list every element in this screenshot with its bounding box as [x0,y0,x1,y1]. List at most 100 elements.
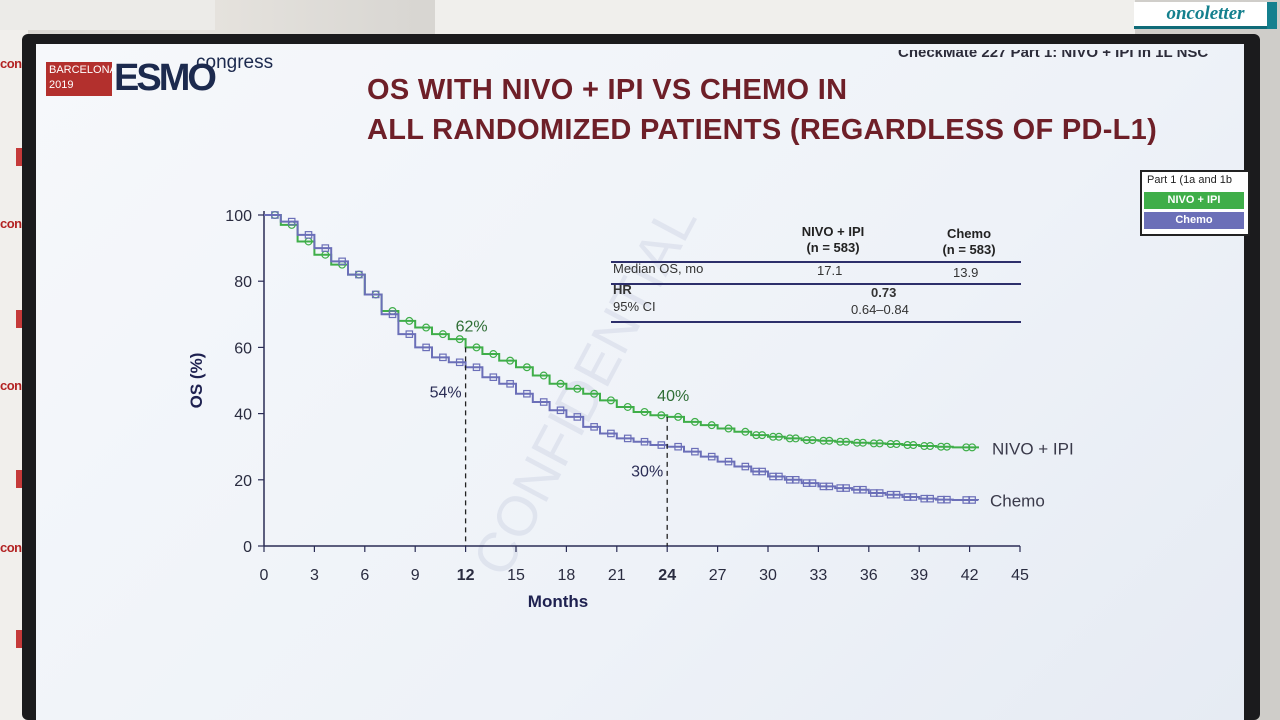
censor-marker [886,490,895,499]
censor-marker [388,310,397,319]
side-banner-mark [16,630,26,648]
stats-table: NIVO + IPI (n = 583) Chemo (n = 583) Med… [611,224,1021,328]
y-tick-label: 20 [234,473,252,490]
censor-marker [920,494,929,503]
x-tick-label: 18 [558,567,576,584]
censor-marker [539,371,548,380]
censor-marker [657,441,666,449]
censor-marker [371,290,380,299]
censor-marker [858,438,867,447]
censor-marker [472,363,481,372]
censor-marker [590,389,599,398]
censor-marker [886,440,895,449]
censor-marker [489,350,498,359]
censor-marker [802,436,811,445]
censor-marker [802,479,811,487]
oncoletter-accent [1267,2,1277,29]
censor-marker [472,343,481,352]
y-tick-label: 100 [225,208,252,225]
esmo-logo-congress: congress [196,52,274,73]
censor-marker [774,432,783,441]
x-tick-label: 45 [1011,567,1029,584]
censor-marker [707,421,716,430]
censor-marker [758,431,767,440]
censor-marker [573,413,582,421]
censor-marker [752,431,761,440]
censor-marker [590,423,598,431]
legend-item-nivo: NIVO + IPI [1144,192,1244,209]
censor-marker [640,437,649,446]
chart-series: NIVO + IPI Chemo [264,211,1074,510]
slide-title-line-2: ALL RANDOMIZED PATIENTS (REGARDLESS OF P… [367,114,1158,146]
censor-marker [785,434,794,443]
room-panel [0,0,215,30]
censor-marker [836,437,845,446]
censor-marker [870,489,878,497]
censor-marker [920,442,929,451]
censor-marker [690,417,699,426]
censor-marker [769,432,778,441]
censor-marker [556,379,565,388]
censor-marker [556,406,565,415]
legend-title: Part 1 (1a and 1b [1147,174,1233,186]
y-tick-label: 0 [243,539,252,556]
x-tick-label: 3 [310,567,319,584]
censor-marker [607,429,615,438]
censor-marker [304,231,313,239]
censor-marker [853,438,862,447]
oncoletter-text: oncoletter [1166,3,1245,24]
censor-marker [869,439,878,448]
censor-marker [819,482,828,491]
censor-marker [522,363,531,372]
stats-row-label: Median OS, mo [613,261,704,276]
stats-col-header-chemo: Chemo (n = 583) [942,226,996,257]
censor-marker [968,443,977,452]
series-end-label: Chemo [990,491,1045,510]
censor-marker [338,257,346,266]
censor-marker [842,437,851,446]
censor-marker [836,484,845,492]
side-banner-mark [16,470,26,488]
esmo-logo: BARCELONA 2019 ESMO congress [46,52,276,100]
censor-marker [439,353,447,362]
censor-marker [707,452,716,461]
censor-marker [903,441,912,450]
censor-marker [752,467,761,476]
censor-marker [724,457,733,466]
censor-marker [909,441,918,450]
x-tick-label: 36 [860,567,878,584]
censor-marker [741,462,750,471]
stats-ci-value: 0.64–0.84 [851,302,909,317]
x-tick-label: 24 [658,567,676,584]
x-tick-label: 15 [507,567,525,584]
censor-marker [875,439,884,448]
censor-marker [853,485,861,494]
censor-marker [271,211,279,219]
series-line-chemo [264,214,979,501]
censor-marker [937,442,946,451]
chart-annotations: 62% 54% 40% 30% [430,318,689,546]
censor-marker [962,443,971,452]
x-tick-label: 30 [759,567,777,584]
censor-marker [657,411,666,420]
censor-marker [489,373,498,381]
projector-screen [36,44,1244,720]
censor-marker [942,442,951,451]
slide-header-partial: CheckMate 227 Part 1: NIVO + IPI in 1L N… [898,44,1209,61]
y-tick-label: 40 [234,407,252,424]
stats-hr-value: 0.73 [871,285,897,300]
y-tick-label: 60 [234,340,252,357]
censor-marker [422,343,430,352]
censor-marker [623,402,632,411]
censor-marker [405,316,414,325]
x-tick-label: 6 [360,567,369,584]
landmark-label: 62% [456,318,488,335]
series-end-label: NIVO + IPI [992,439,1074,458]
x-tick-label: 27 [709,567,727,584]
censor-marker [937,495,945,504]
legend-item-chemo: Chemo [1144,212,1244,229]
censor-marker [422,323,431,332]
censor-marker [808,436,817,445]
censor-marker [962,496,971,504]
stats-rule [611,321,1021,323]
